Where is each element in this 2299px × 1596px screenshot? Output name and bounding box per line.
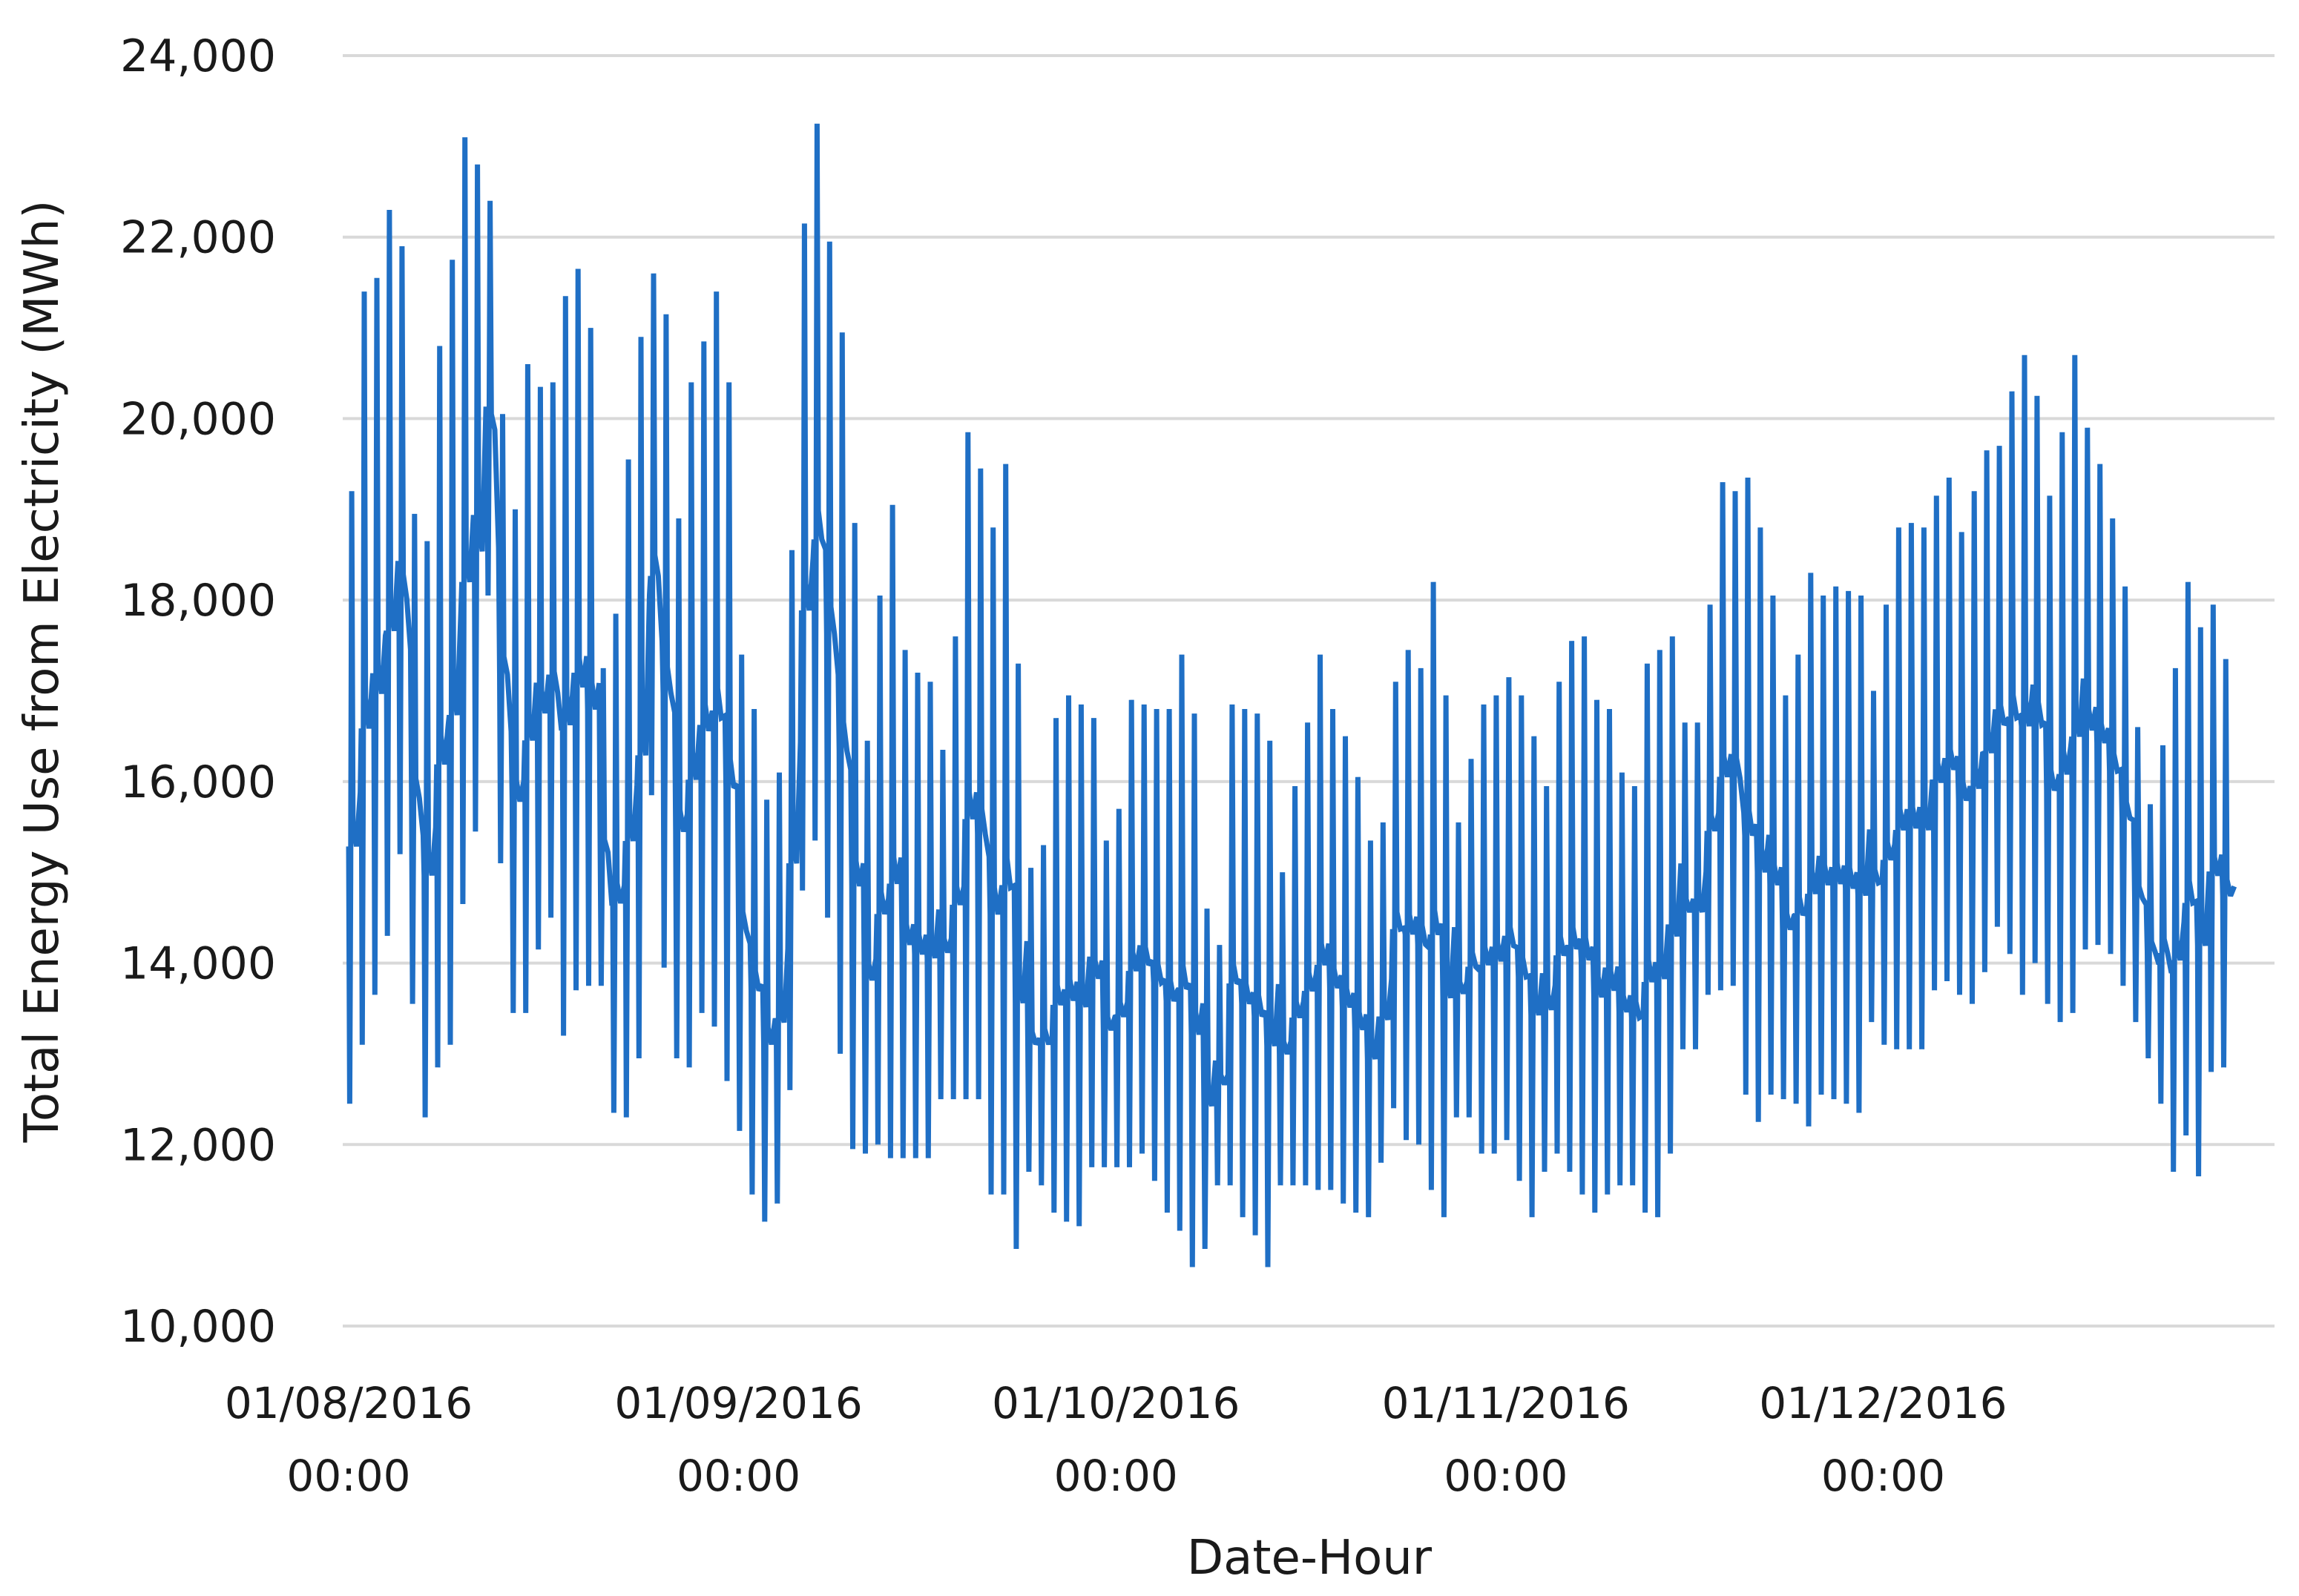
y-axis-title: Total Energy Use from Electricity (MWh)	[15, 200, 70, 1144]
y-tick-label: 24,000	[120, 30, 276, 82]
x-tick-label-time: 00:00	[677, 1451, 800, 1501]
y-tick-label: 20,000	[120, 393, 276, 445]
x-tick-label-time: 00:00	[1054, 1451, 1178, 1501]
x-tick-label-date: 01/08/2016	[225, 1378, 473, 1428]
y-tick-label: 16,000	[120, 756, 276, 808]
series-layer	[346, 123, 2237, 1267]
x-tick-label-time: 00:00	[1444, 1451, 1568, 1501]
x-tick-label-time: 00:00	[286, 1451, 410, 1501]
y-tick-label: 22,000	[120, 212, 276, 264]
y-axis-tick-labels: 10,000 12,000 14,000 16,000 18,000 20,000 22,0…	[120, 30, 276, 1353]
x-tick-label-time: 00:00	[1821, 1451, 1945, 1501]
x-tick-label-date: 01/09/2016	[614, 1378, 862, 1428]
x-axis-title: Date-Hour	[1187, 1531, 1433, 1586]
series-line-energy-use	[346, 123, 2237, 1267]
y-tick-label: 10,000	[120, 1301, 276, 1353]
x-axis-tick-labels: 01/08/2016 00:00 01/09/2016 00:00 01/10/2016…	[225, 1378, 2007, 1501]
x-tick-label-date: 01/12/2016	[1759, 1378, 2007, 1428]
x-tick-label-date: 01/11/2016	[1382, 1378, 1630, 1428]
y-tick-label: 18,000	[120, 575, 276, 627]
y-tick-label: 14,000	[120, 938, 276, 990]
y-tick-label: 12,000	[120, 1119, 276, 1171]
x-tick-label-date: 01/10/2016	[992, 1378, 1240, 1428]
